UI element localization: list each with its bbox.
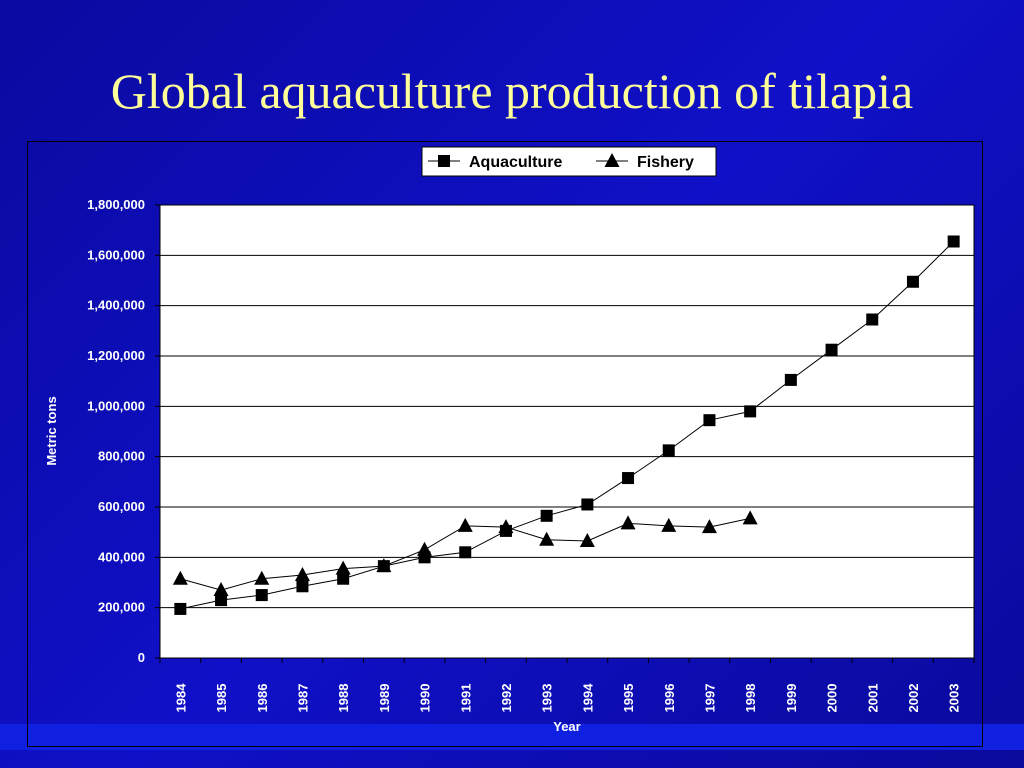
data-point-fishery [213, 582, 229, 597]
x-tick-label: 1985 [214, 684, 229, 713]
data-point-fishery [539, 531, 555, 546]
data-point-fishery [335, 560, 351, 575]
data-point-fishery [498, 519, 514, 534]
data-point-aquaculture [703, 414, 716, 427]
data-point-fishery [254, 570, 270, 585]
data-point-fishery [457, 517, 473, 532]
x-tick-label: 1997 [702, 684, 717, 713]
legend-label-fishery: Fishery [637, 154, 694, 171]
data-point-aquaculture [459, 546, 472, 559]
y-tick-label: 600,000 [98, 499, 145, 514]
series-line-aquaculture [180, 241, 955, 610]
data-point-aquaculture [906, 275, 919, 288]
x-tick-label: 1998 [743, 684, 758, 713]
data-point-fishery [579, 532, 595, 547]
plot-area [159, 204, 975, 659]
slide-title: Global aquaculture production of tilapia [110, 63, 914, 119]
data-point-aquaculture [174, 602, 187, 615]
x-tick-label: 1994 [580, 683, 595, 713]
x-tick-label: 1993 [540, 684, 555, 713]
x-tick-label: 1995 [621, 684, 636, 713]
x-tick-label: 1989 [377, 684, 392, 713]
x-tick-label: 1987 [295, 684, 310, 713]
x-tick-label: 1991 [458, 684, 473, 713]
y-tick-label: 0 [138, 650, 145, 665]
y-tick-label: 1,000,000 [87, 398, 145, 413]
x-tick-label: 2001 [865, 684, 880, 713]
data-point-fishery [172, 570, 188, 585]
data-point-aquaculture [866, 313, 879, 326]
x-tick-label: 1992 [499, 684, 514, 713]
chart-frame [27, 141, 983, 747]
y-tick-label: 200,000 [98, 600, 145, 615]
y-tick-label: 1,200,000 [87, 348, 145, 363]
data-point-aquaculture [947, 235, 960, 248]
x-tick-label: 1999 [784, 684, 799, 713]
data-point-fishery [620, 515, 636, 530]
data-point-aquaculture [540, 509, 553, 522]
data-point-aquaculture [337, 572, 350, 585]
y-tick-label: 800,000 [98, 449, 145, 464]
data-point-aquaculture [784, 373, 797, 386]
data-point-aquaculture [662, 444, 675, 457]
data-point-aquaculture [825, 343, 838, 356]
legend-marker-aquaculture [438, 155, 450, 167]
y-tick-label: 1,800,000 [87, 197, 145, 212]
legend: Aquaculture Fishery [421, 146, 717, 177]
data-point-aquaculture [744, 405, 757, 418]
data-point-aquaculture [296, 580, 309, 593]
data-point-aquaculture [581, 498, 594, 511]
y-tick-label: 400,000 [98, 549, 145, 564]
bottom-bar [0, 724, 1024, 750]
x-tick-label: 1984 [173, 683, 188, 713]
data-point-aquaculture [255, 589, 268, 602]
data-point-fishery [376, 558, 392, 573]
x-tick-label: 1996 [662, 684, 677, 713]
x-tick-label: 2002 [906, 684, 921, 713]
data-point-aquaculture [215, 594, 228, 607]
legend-box [421, 146, 717, 177]
data-point-fishery [742, 510, 758, 525]
legend-label-aquaculture: Aquaculture [469, 154, 562, 171]
y-axis-label: Metric tons [44, 396, 59, 465]
data-point-fishery [294, 566, 310, 581]
data-point-fishery [661, 517, 677, 532]
data-point-fishery [417, 541, 433, 556]
legend-marker-fishery [604, 153, 620, 167]
x-tick-label: 1986 [255, 684, 270, 713]
x-tick-label: 2003 [947, 684, 962, 713]
data-point-aquaculture [622, 472, 635, 485]
y-tick-label: 1,600,000 [87, 247, 145, 262]
x-tick-label: 1990 [418, 684, 433, 713]
x-tick-label: 1988 [336, 684, 351, 713]
x-tick-label: 2000 [825, 684, 840, 713]
y-tick-label: 1,400,000 [87, 298, 145, 313]
data-point-fishery [701, 519, 717, 534]
x-axis-label: Year [553, 719, 580, 734]
